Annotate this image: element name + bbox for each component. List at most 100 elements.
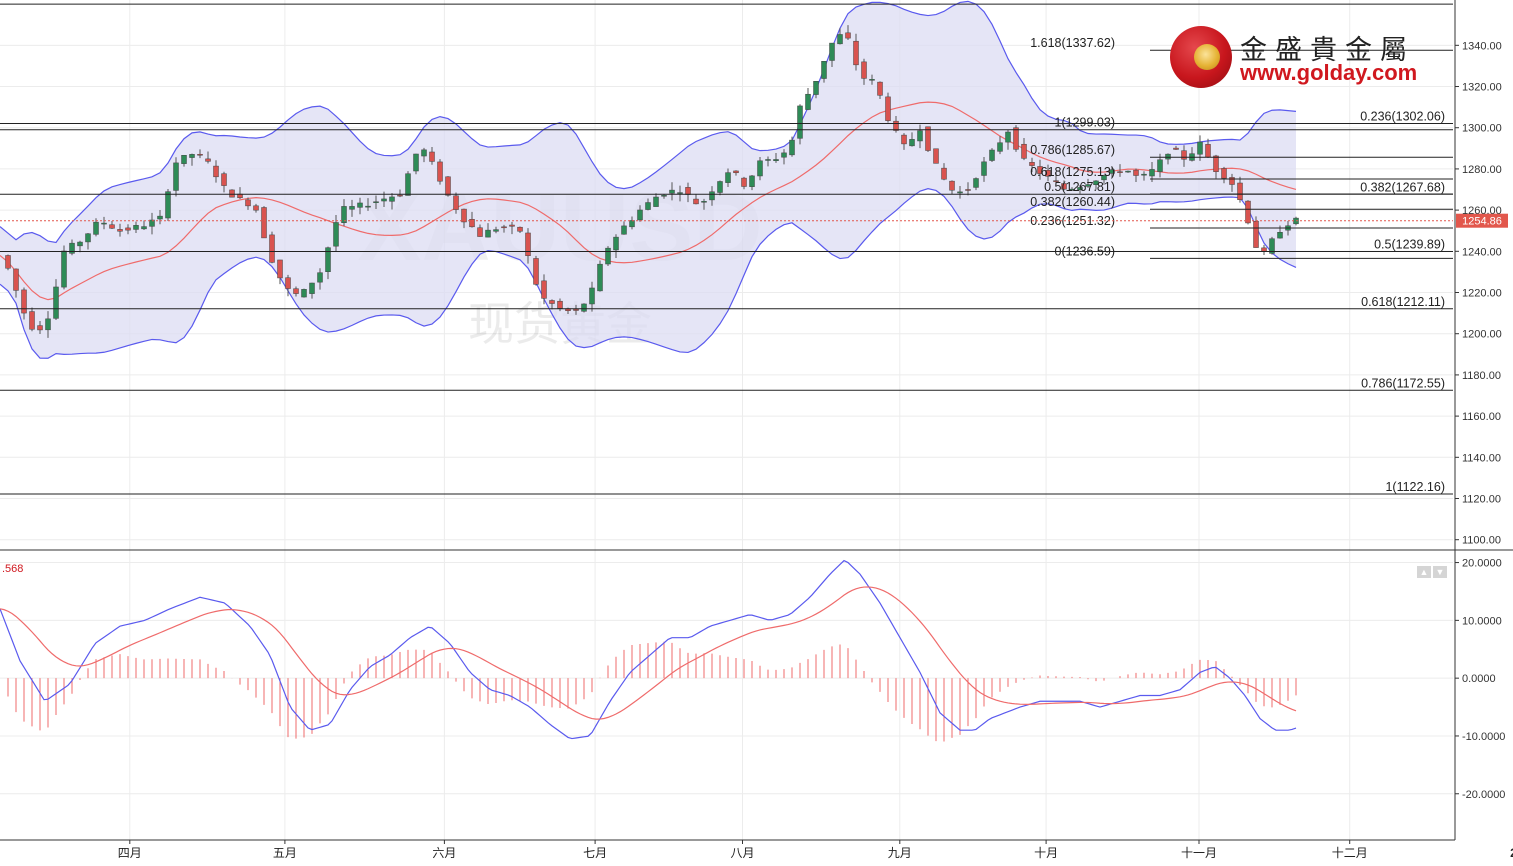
x-tick-label: 八月: [730, 846, 754, 860]
candle-body: [685, 187, 691, 195]
candle-body: [485, 229, 491, 238]
candle-body: [229, 189, 235, 198]
candle-body: [477, 227, 483, 237]
candle-body: [1205, 144, 1211, 158]
y-tick-label: 1220.00: [1462, 288, 1502, 300]
candle-body: [677, 192, 683, 194]
candle-body: [45, 318, 51, 331]
candle-body: [325, 247, 331, 272]
candle-body: [365, 205, 371, 208]
fib-label: 0.786(1172.55): [1361, 376, 1445, 390]
candle-body: [637, 209, 643, 221]
candle-body: [301, 289, 307, 298]
candle-body: [1181, 150, 1187, 160]
macd-line: [0, 559, 1297, 740]
x-tick-label: 十月: [1034, 846, 1058, 860]
fib-label: 0.382(1260.44): [1030, 195, 1115, 209]
y-tick-label: 1240.00: [1462, 246, 1502, 258]
candle-body: [717, 181, 723, 193]
fib-label: 0.236(1302.06): [1360, 109, 1445, 123]
candle-body: [5, 255, 11, 269]
candle-body: [197, 153, 203, 156]
macd-y-tick-label: 0.0000: [1462, 673, 1496, 685]
fib-label: 1(1122.16): [1385, 480, 1445, 494]
candle-body: [1213, 155, 1219, 172]
candle-body: [1133, 169, 1139, 176]
candle-body: [829, 42, 835, 61]
x-tick-label: 九月: [888, 846, 912, 860]
candle-body: [997, 142, 1003, 152]
fib-label: 0.5(1239.89): [1374, 238, 1445, 252]
y-tick-label: 1200.00: [1462, 329, 1502, 341]
candle-body: [1109, 169, 1115, 174]
candle-body: [317, 272, 323, 283]
candle-body: [973, 178, 979, 188]
candle-body: [461, 208, 467, 223]
candle-body: [245, 199, 251, 207]
candle-body: [1117, 171, 1123, 173]
candle-body: [1045, 170, 1051, 177]
candle-body: [501, 226, 507, 229]
candle-body: [173, 162, 179, 191]
candle-body: [125, 227, 131, 231]
logo-chinese-name: 金盛貴金屬: [1240, 35, 1415, 66]
fib-label: 0.786(1285.67): [1030, 143, 1115, 157]
candle-body: [1165, 153, 1171, 160]
candle-body: [349, 206, 355, 210]
candle-body: [1093, 180, 1099, 186]
x-tick-label: 六月: [432, 846, 456, 860]
bollinger-bands: [0, 0, 1297, 359]
candle-body: [893, 120, 899, 131]
candle-body: [357, 202, 363, 208]
candle-body: [965, 189, 971, 191]
y-tick-label: 1320.00: [1462, 82, 1502, 94]
candle-body: [877, 81, 883, 96]
last-price-label: 1254.86: [1462, 216, 1502, 228]
candle-body: [293, 288, 299, 294]
y-tick-label: 1260.00: [1462, 205, 1502, 217]
last-price-tag: [1456, 213, 1508, 228]
candle-body: [517, 226, 523, 232]
candle-body: [781, 152, 787, 158]
indicator-up-button[interactable]: ▲: [1417, 566, 1431, 578]
candle-body: [141, 226, 147, 230]
candle-body: [453, 195, 459, 210]
candle-body: [621, 225, 627, 235]
candle-body: [437, 161, 443, 182]
candle-body: [37, 325, 43, 331]
logo-emblem-icon: [1170, 26, 1232, 88]
candle-body: [53, 286, 59, 319]
candle-body: [1149, 169, 1155, 177]
indicator-down-button[interactable]: ▼: [1433, 566, 1447, 578]
candle-body: [381, 198, 387, 202]
candle-body: [61, 250, 67, 288]
candle-body: [429, 151, 435, 162]
candle-body: [981, 161, 987, 176]
candle-body: [925, 126, 931, 151]
fib-label: 1(1299.03): [1055, 116, 1115, 130]
fib-label: 0.618(1275.13): [1030, 165, 1115, 179]
candle-body: [845, 32, 851, 39]
candle-body: [773, 159, 779, 162]
candle-body: [525, 232, 531, 256]
candle-body: [509, 224, 515, 227]
candle-body: [1237, 182, 1243, 200]
candle-body: [581, 303, 587, 312]
fib-label: 0.618(1212.11): [1361, 295, 1445, 309]
candle-body: [389, 196, 395, 202]
candle-body: [85, 233, 91, 243]
candle-body: [117, 229, 123, 232]
y-tick-label: 1120.00: [1462, 494, 1501, 506]
candle-body: [1253, 220, 1259, 248]
x-tick-label: 五月: [273, 846, 297, 860]
candle-body: [1125, 170, 1131, 173]
y-tick-label: 1300.00: [1462, 123, 1502, 135]
candle-body: [645, 202, 651, 210]
candle-body: [333, 222, 339, 247]
candle-body: [189, 154, 195, 158]
candle-body: [309, 282, 315, 294]
candle-body: [69, 242, 75, 254]
y-tick-label: 1280.00: [1462, 164, 1502, 176]
